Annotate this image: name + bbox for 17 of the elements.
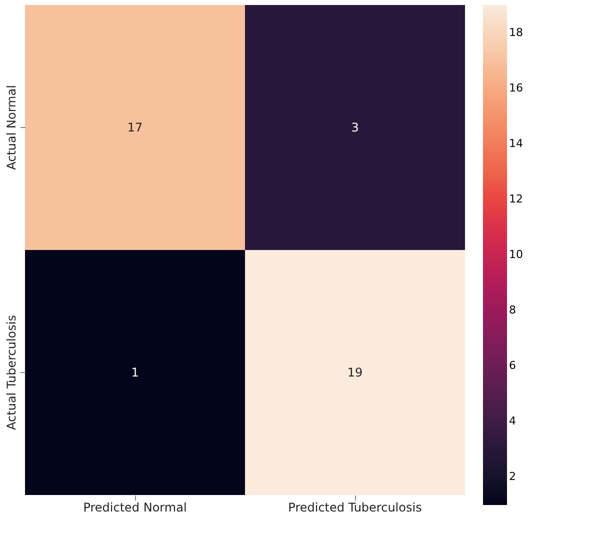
x-tick-label: Predicted Tuberculosis	[288, 500, 422, 514]
data-label: 19	[347, 366, 363, 380]
color-bar-label: 10	[509, 248, 523, 261]
color-bar-label: 2	[509, 470, 516, 484]
color-bar-label: 18	[509, 26, 523, 39]
x-tick-label: Predicted Normal	[83, 500, 187, 514]
color-bar-label: 12	[509, 192, 523, 206]
data-label: 3	[351, 120, 359, 134]
color-bar-label: 6	[509, 359, 516, 372]
color-bar-label: 8	[509, 304, 516, 317]
data-label: 1	[131, 366, 139, 380]
y-tick-label: Actual Tuberculosis	[4, 315, 18, 430]
color-bar-label: 4	[509, 414, 516, 428]
data-label: 17	[127, 120, 143, 134]
color-bar-label: 16	[509, 81, 523, 94]
y-tick-label: Actual Normal	[4, 85, 18, 170]
color-bar-label: 14	[509, 136, 523, 150]
